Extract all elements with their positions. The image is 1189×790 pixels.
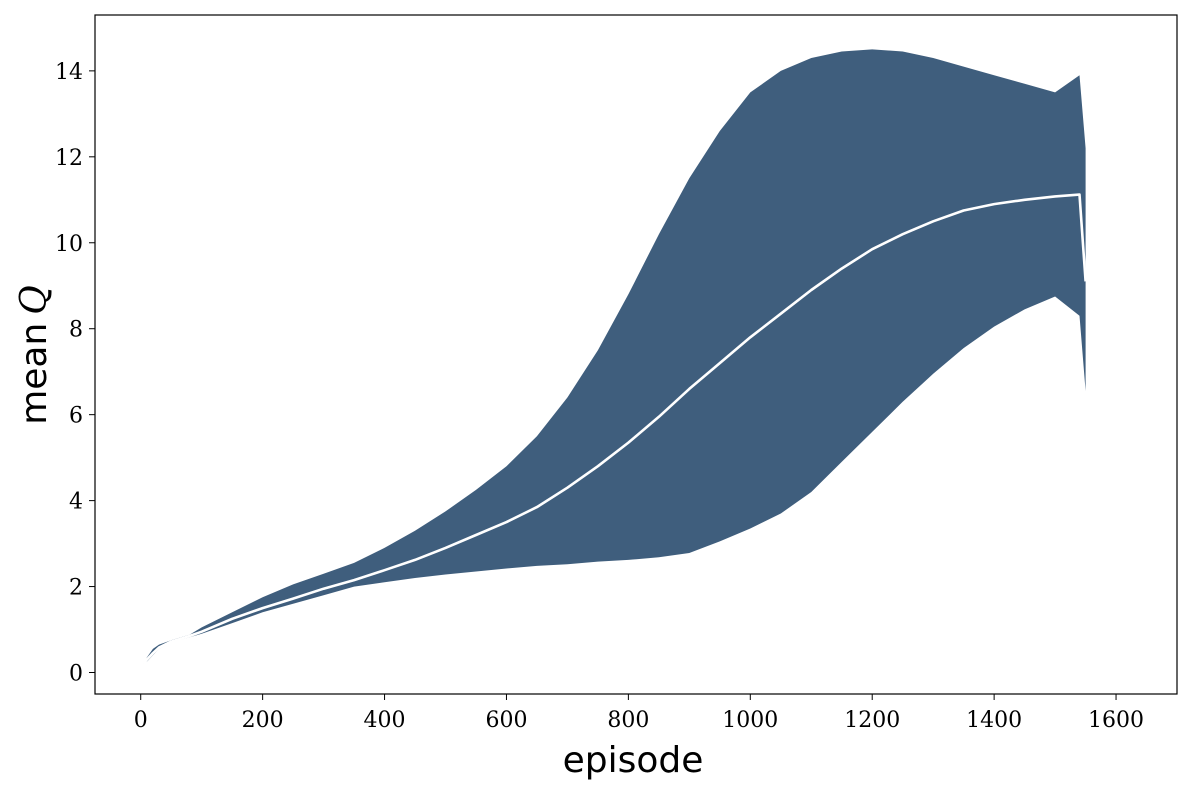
y-axis-ticks: 0 2 4 6 8 10 12 14 — [55, 60, 95, 687]
x-tick-label: 1200 — [844, 708, 900, 733]
y-tick-label: 12 — [55, 146, 83, 171]
x-tick-label: 0 — [134, 708, 148, 733]
y-axis-label: mean Q — [14, 285, 55, 425]
x-tick-label: 400 — [364, 708, 406, 733]
std-band-area — [143, 49, 1086, 664]
x-tick-label: 1400 — [966, 708, 1022, 733]
y-axis-label-prefix: mean — [14, 323, 55, 425]
x-tick-label: 1600 — [1088, 708, 1144, 733]
y-tick-label: 6 — [69, 404, 83, 429]
plot-frame — [94, 14, 1178, 695]
y-tick-label: 4 — [69, 490, 83, 515]
y-tick-label: 0 — [69, 662, 83, 687]
y-tick-label: 2 — [69, 576, 83, 601]
x-tick-label: 1000 — [722, 708, 778, 733]
x-axis-ticks: 0 200 400 600 800 1000 1200 1400 1600 — [134, 694, 1144, 733]
x-tick-label: 800 — [607, 708, 649, 733]
mean-line — [142, 193, 1087, 665]
x-tick-label: 200 — [242, 708, 284, 733]
x-tick-label: 600 — [485, 708, 527, 733]
y-tick-label: 14 — [55, 60, 83, 85]
x-axis-label: episode — [563, 740, 704, 781]
y-tick-label: 8 — [69, 318, 83, 343]
y-axis-label-symbol: Q — [14, 285, 55, 315]
y-tick-label: 10 — [55, 232, 83, 257]
